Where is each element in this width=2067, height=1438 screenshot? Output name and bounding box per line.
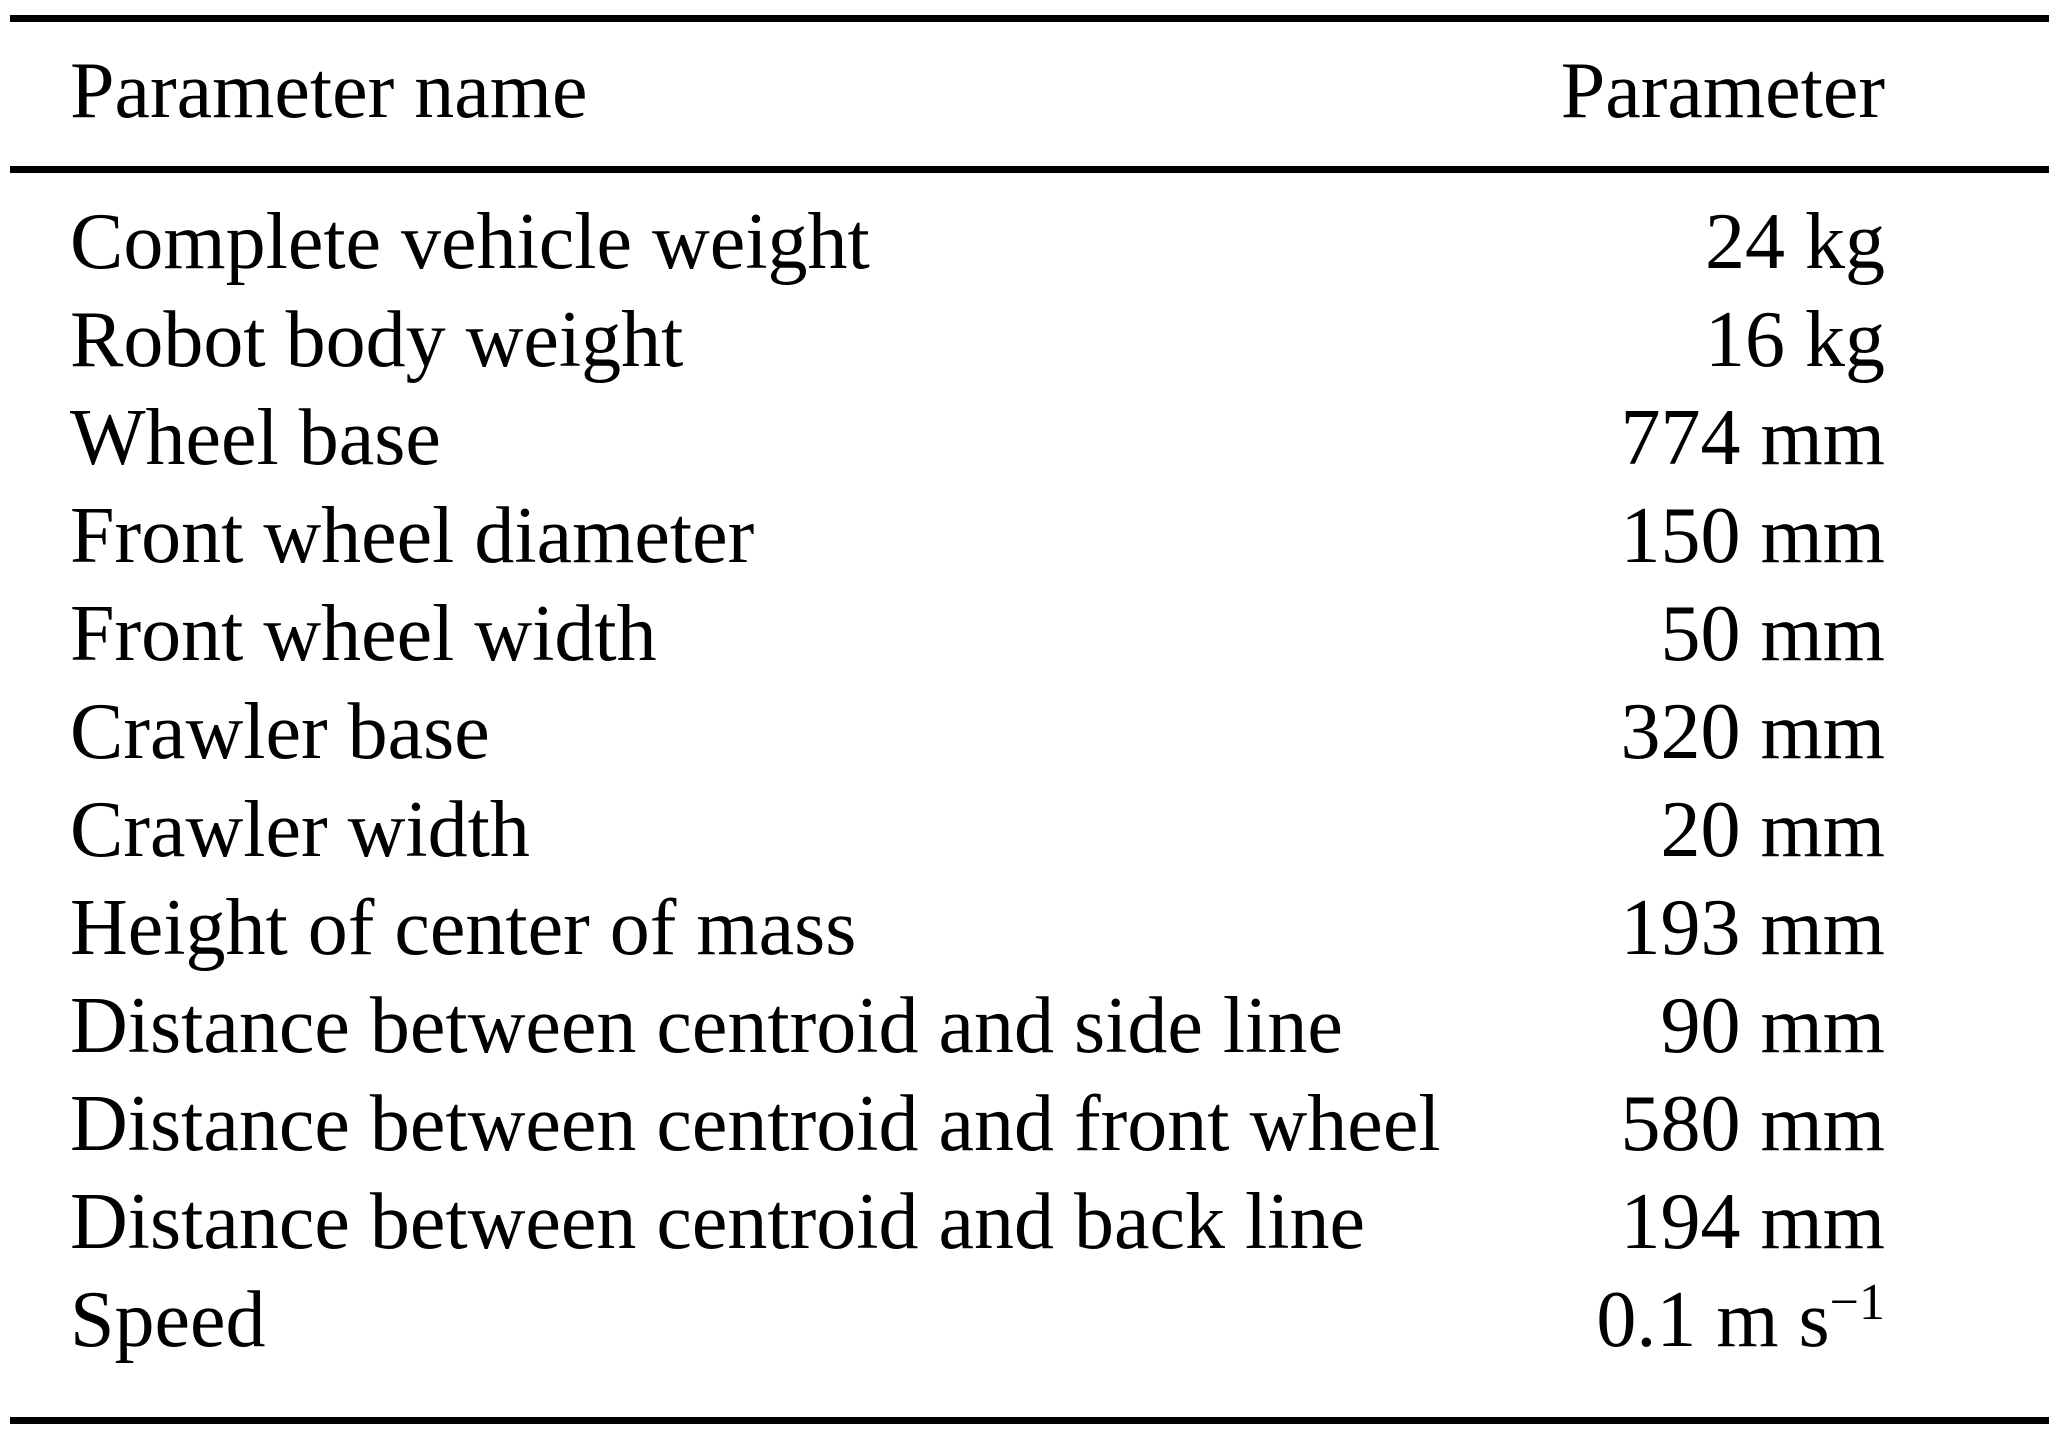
parameter-name-cell: Speed [70,1276,266,1364]
parameter-value: 16 kg [1705,296,1885,384]
table-header-rule [10,166,2049,173]
table-row: Distance between centroid and side line … [10,977,2049,1075]
table-bottom-rule [10,1417,2049,1424]
parameter-value: 20 mm [1660,786,1885,874]
table-row: Front wheel diameter 150 mm [10,487,2049,585]
column-header-parameter-name: Parameter name [70,47,588,135]
parameter-value-cell: 194 mm [1621,1182,2049,1262]
parameter-value-cell: 90 mm [1661,986,2049,1066]
parameter-value-cell: 150 mm [1621,496,2049,576]
parameter-value: 194 mm [1620,1178,1885,1266]
parameter-name-cell: Front wheel diameter [70,492,755,580]
parameter-name-cell: Height of center of mass [70,884,857,972]
table-body: Complete vehicle weight 24 kg Robot body… [10,173,2049,1417]
parameter-value-cell: 16 kg [1705,300,2049,380]
table-row: Distance between centroid and back line … [10,1173,2049,1271]
parameter-name-cell: Crawler base [70,688,490,776]
parameter-value-cell: 193 mm [1621,888,2049,968]
parameter-value: 24 kg [1705,198,1885,286]
parameter-value: 150 mm [1620,492,1885,580]
table-header-row: Parameter name Parameter [10,22,2049,166]
parameter-value-cell: 580 mm [1621,1084,2049,1164]
parameter-value-cell: 0.1 m s−1 [1596,1276,2049,1360]
parameter-name-cell: Robot body weight [70,296,684,384]
parameters-table: Parameter name Parameter Complete vehicl… [10,15,2049,1424]
parameter-value: 580 mm [1620,1080,1885,1168]
parameter-value: 774 mm [1620,394,1885,482]
parameter-value: 90 mm [1660,982,1885,1070]
parameter-name-cell: Distance between centroid and back line [70,1178,1365,1266]
parameter-value-cell: 774 mm [1621,398,2049,478]
table-row: Complete vehicle weight 24 kg [10,193,2049,291]
parameter-name-cell: Front wheel width [70,590,657,678]
table-row: Distance between centroid and front whee… [10,1075,2049,1173]
table-row: Crawler width 20 mm [10,781,2049,879]
parameter-value: 0.1 m s [1596,1276,1830,1364]
parameter-value: 193 mm [1620,884,1885,972]
table-row: Speed 0.1 m s−1 [10,1271,2049,1369]
parameter-name-cell: Distance between centroid and front whee… [70,1080,1441,1168]
table-row: Height of center of mass 193 mm [10,879,2049,977]
parameter-value: 320 mm [1620,688,1885,776]
parameter-name-cell: Wheel base [70,394,441,482]
parameter-name-cell: Crawler width [70,786,530,874]
table-row: Robot body weight 16 kg [10,291,2049,389]
parameter-value-cell: 20 mm [1661,790,2049,870]
table-row: Front wheel width 50 mm [10,585,2049,683]
parameter-name-cell: Distance between centroid and side line [70,982,1343,1070]
parameter-value-cell: 24 kg [1705,202,2049,282]
parameter-value-cell: 320 mm [1621,692,2049,772]
parameter-value: 50 mm [1660,590,1885,678]
parameter-value-superscript: −1 [1829,1273,1885,1331]
parameter-value-cell: 50 mm [1661,594,2049,674]
table-top-rule [10,15,2049,22]
table-row: Wheel base 774 mm [10,389,2049,487]
parameter-name-cell: Complete vehicle weight [70,198,870,286]
column-header-parameter: Parameter [1560,47,1885,135]
table-row: Crawler base 320 mm [10,683,2049,781]
